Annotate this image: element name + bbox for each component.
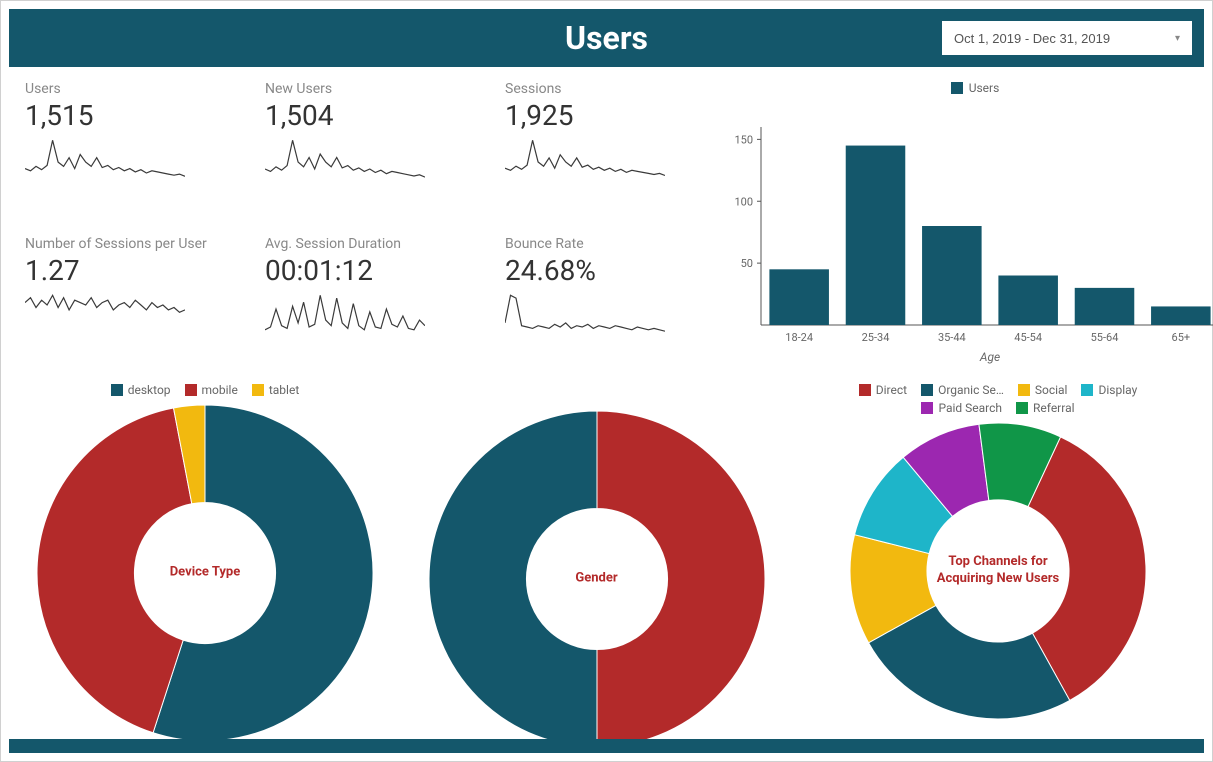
legend-item: desktop [111, 383, 171, 397]
legend-swatch [1081, 384, 1093, 396]
metric-label: Avg. Session Duration [265, 236, 465, 252]
metric-card: Sessions 1,925 [505, 81, 705, 218]
legend-label: Organic Se… [938, 383, 1004, 397]
svg-text:25-34: 25-34 [862, 331, 890, 344]
device-donut-chart: Device Type [35, 403, 375, 743]
channels-donut-title: Top Channels for Acquiring New Users [933, 554, 1063, 588]
gender-donut-title: Gender [575, 571, 617, 588]
svg-text:Age: Age [979, 350, 1000, 364]
gender-donut-chart: Gender [427, 409, 767, 749]
metric-label: Users [25, 81, 225, 97]
svg-text:100: 100 [734, 195, 753, 208]
legend-item: Display [1081, 383, 1137, 397]
metric-label: Bounce Rate [505, 236, 705, 252]
metric-label: Sessions [505, 81, 705, 97]
legend-swatch [185, 384, 197, 396]
legend-item: Social [1018, 383, 1068, 397]
content-area: Users 1,515 New Users 1,504 Sessions 1,9… [1, 67, 1212, 749]
metric-card: Bounce Rate 24.68% [505, 236, 705, 373]
metrics-row: Users 1,515 New Users 1,504 Sessions 1,9… [25, 81, 1188, 373]
metric-card: New Users 1,504 [265, 81, 465, 218]
legend-item: Direct [859, 383, 907, 397]
date-range-picker[interactable]: Oct 1, 2019 - Dec 31, 2019 ▾ [942, 21, 1192, 55]
gender-donut-wrap: Gender [427, 383, 767, 749]
legend-swatch [859, 384, 871, 396]
metrics-grid: Users 1,515 New Users 1,504 Sessions 1,9… [25, 81, 705, 373]
metric-value: 1.27 [25, 254, 225, 287]
legend-label: Social [1035, 383, 1068, 397]
metric-value: 1,925 [505, 99, 705, 132]
page-title: Users [565, 19, 648, 57]
sparkline [265, 293, 425, 339]
sparkline [505, 138, 665, 184]
metric-value: 1,515 [25, 99, 225, 132]
metric-value: 24.68% [505, 254, 705, 287]
legend-label: Display [1098, 383, 1137, 397]
date-range-label: Oct 1, 2019 - Dec 31, 2019 [954, 31, 1110, 46]
donut-slice [429, 411, 597, 747]
legend-label: Direct [876, 383, 907, 397]
footer-bar [9, 739, 1204, 753]
device-donut-title: Device Type [170, 565, 241, 582]
metric-card: Users 1,515 [25, 81, 225, 218]
channels-donut-chart: Top Channels for Acquiring New Users [848, 421, 1148, 721]
legend-item: mobile [185, 383, 238, 397]
age-bar-chart: Users 50 100 150 18-24 25-34 35-44 45-54 55-64 6… [725, 81, 1213, 373]
legend-swatch [951, 82, 963, 94]
sparkline [265, 138, 425, 184]
svg-text:55-64: 55-64 [1091, 331, 1119, 344]
legend-label: tablet [269, 383, 299, 397]
header-bar: Users Oct 1, 2019 - Dec 31, 2019 ▾ [9, 9, 1204, 67]
donut-slice [37, 408, 192, 733]
age-bar [922, 226, 982, 325]
legend-item: tablet [252, 383, 299, 397]
svg-text:50: 50 [741, 257, 753, 270]
age-bar [1151, 306, 1211, 325]
legend-swatch [252, 384, 264, 396]
donut-slice [597, 411, 765, 747]
age-chart-legend: Users [725, 81, 1213, 95]
metric-label: Number of Sessions per User [25, 236, 225, 252]
legend-label: Referral [1033, 401, 1075, 415]
svg-text:18-24: 18-24 [785, 331, 813, 344]
svg-text:45-54: 45-54 [1014, 331, 1042, 344]
metric-value: 00:01:12 [265, 254, 465, 287]
device-legend: desktop mobile tablet [111, 383, 300, 397]
metric-card: Number of Sessions per User 1.27 [25, 236, 225, 373]
chevron-down-icon: ▾ [1175, 33, 1180, 44]
legend-item: Referral [1016, 401, 1075, 415]
svg-text:150: 150 [734, 133, 753, 146]
legend-label: desktop [128, 383, 171, 397]
device-donut-wrap: desktop mobile tablet Device Type [35, 383, 375, 749]
legend-label: Paid Search [938, 401, 1002, 415]
metric-label: New Users [265, 81, 465, 97]
legend-swatch [921, 402, 933, 414]
legend-swatch [921, 384, 933, 396]
donuts-row: desktop mobile tablet Device Type Gender [25, 383, 1188, 749]
legend-swatch [111, 384, 123, 396]
sparkline [25, 293, 185, 339]
legend-label: Users [969, 81, 1000, 95]
svg-text:65+: 65+ [1172, 331, 1191, 344]
sparkline [505, 293, 665, 339]
age-bar [1075, 288, 1135, 325]
legend-item: Organic Se… [921, 383, 1004, 397]
age-bar [846, 146, 906, 325]
legend-item: Paid Search [921, 401, 1002, 415]
age-bar-svg: 50 100 150 18-24 25-34 35-44 45-54 55-64 65+ Age [725, 99, 1213, 369]
dashboard: Users Oct 1, 2019 - Dec 31, 2019 ▾ Users… [0, 0, 1213, 762]
legend-swatch [1018, 384, 1030, 396]
svg-text:35-44: 35-44 [938, 331, 966, 344]
age-bar [769, 269, 829, 325]
metric-value: 1,504 [265, 99, 465, 132]
channels-donut-wrap: Direct Organic Se… Social Display Paid S… [818, 383, 1178, 749]
metric-card: Avg. Session Duration 00:01:12 [265, 236, 465, 373]
legend-label: mobile [202, 383, 238, 397]
legend-swatch [1016, 402, 1028, 414]
sparkline [25, 138, 185, 184]
age-bar [998, 276, 1058, 326]
channels-legend: Direct Organic Se… Social Display Paid S… [818, 383, 1178, 415]
